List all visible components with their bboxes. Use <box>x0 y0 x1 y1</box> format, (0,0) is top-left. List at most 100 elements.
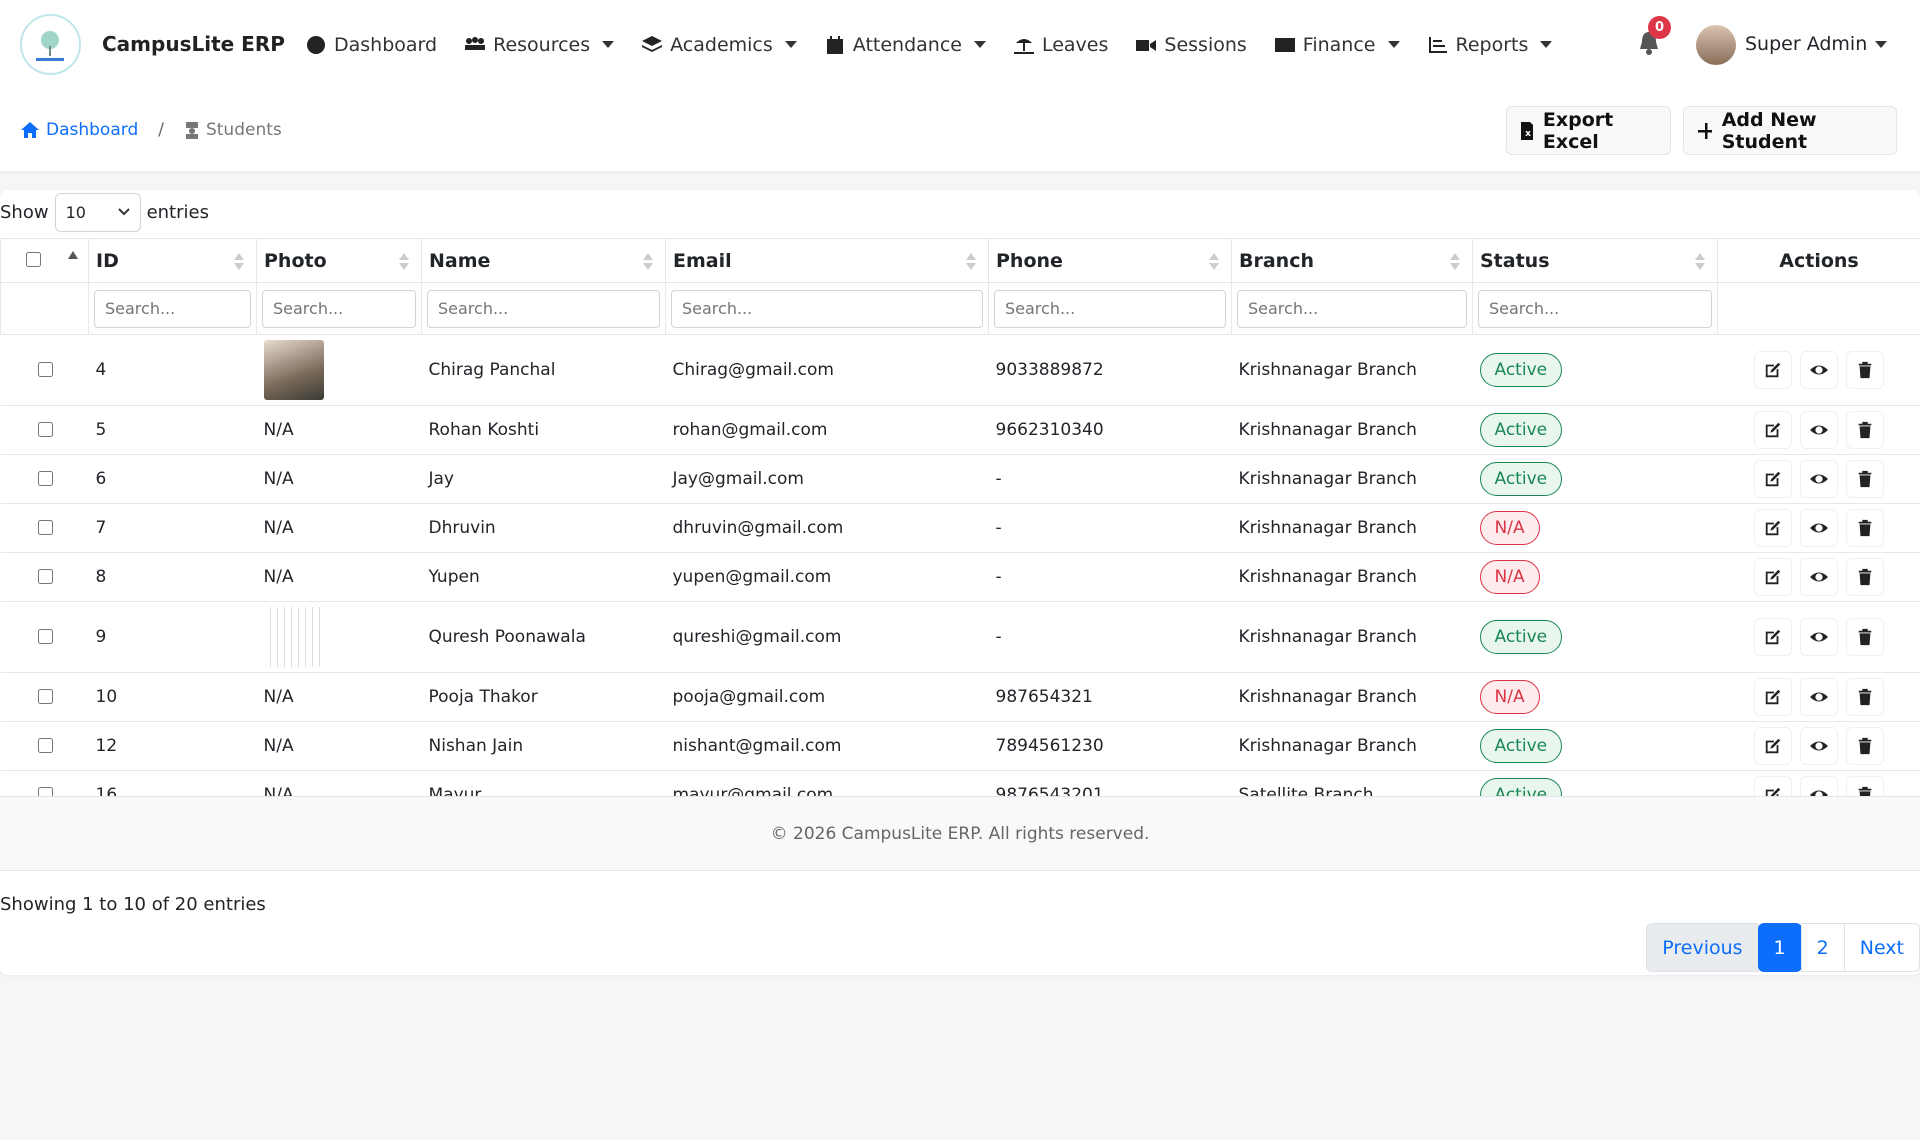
header-cell[interactable]: Name <box>421 238 666 283</box>
row-checkbox[interactable] <box>37 568 53 584</box>
cell <box>0 601 89 673</box>
page-button[interactable]: 1 <box>1757 923 1802 972</box>
select-all-checkbox[interactable] <box>26 252 41 267</box>
user-menu[interactable]: Super Admin <box>1745 33 1888 55</box>
edit-button[interactable] <box>1754 558 1792 596</box>
cell: N/A <box>256 405 422 455</box>
branch-text: Krishnanagar Branch <box>1238 567 1417 587</box>
nav-item[interactable]: Attendance <box>825 34 986 56</box>
row-checkbox[interactable] <box>37 737 53 753</box>
header-cell[interactable]: ID <box>88 238 257 283</box>
row-checkbox[interactable] <box>37 470 53 486</box>
delete-button[interactable] <box>1846 727 1884 765</box>
edit-button[interactable] <box>1754 776 1792 796</box>
view-button[interactable] <box>1800 351 1838 389</box>
delete-button[interactable] <box>1846 509 1884 547</box>
cell: yupen@gmail.com <box>665 552 989 602</box>
nav-item[interactable]: Resources <box>465 34 615 56</box>
edit-button[interactable] <box>1754 727 1792 765</box>
id-text: 7 <box>95 518 107 538</box>
notification-badge: 0 <box>1648 16 1671 39</box>
nav-item[interactable]: Academics <box>642 34 797 56</box>
edit-button[interactable] <box>1754 351 1792 389</box>
delete-button[interactable] <box>1846 678 1884 716</box>
view-button[interactable] <box>1800 776 1838 796</box>
view-button[interactable] <box>1800 558 1838 596</box>
sort-icon <box>234 263 244 270</box>
view-button[interactable] <box>1800 727 1838 765</box>
table-info: Showing 1 to 10 of 20 entries <box>0 894 266 915</box>
column-search[interactable] <box>1237 289 1467 328</box>
view-button[interactable] <box>1800 460 1838 498</box>
actions <box>1725 776 1914 796</box>
nav-item[interactable]: Leaves <box>1013 34 1108 56</box>
cell <box>256 601 422 673</box>
column-search[interactable] <box>1478 289 1712 328</box>
action-icon <box>1858 470 1872 488</box>
branch-text: Krishnanagar Branch <box>1238 627 1417 647</box>
status-badge: N/A <box>1479 680 1540 714</box>
search-cell <box>1231 282 1473 335</box>
view-button[interactable] <box>1800 618 1838 656</box>
edit-button[interactable] <box>1754 460 1792 498</box>
row-checkbox[interactable] <box>37 519 53 535</box>
nav-item[interactable]: Finance <box>1274 34 1400 56</box>
previous-button[interactable]: Previous <box>1646 923 1759 972</box>
sort-icon <box>643 263 653 270</box>
view-button[interactable] <box>1800 509 1838 547</box>
header-cell[interactable]: Status <box>1472 238 1718 283</box>
delete-button[interactable] <box>1846 460 1884 498</box>
edit-button[interactable] <box>1754 678 1792 716</box>
delete-button[interactable] <box>1846 351 1884 389</box>
edit-button[interactable] <box>1754 509 1792 547</box>
phone-text: 9876543201 <box>995 785 1104 796</box>
header-cell[interactable]: Email <box>665 238 989 283</box>
delete-button[interactable] <box>1846 776 1884 796</box>
view-button[interactable] <box>1800 411 1838 449</box>
cell: dhruvin@gmail.com <box>665 503 989 553</box>
header-cell[interactable]: Photo <box>256 238 422 283</box>
page-button[interactable]: 2 <box>1800 923 1845 972</box>
cell: 7894561230 <box>988 721 1232 771</box>
row-checkbox[interactable] <box>37 361 53 377</box>
nav-item[interactable]: Reports <box>1428 34 1553 56</box>
student-row: 16 N/A Mayur mayur@gmail.com 9876543201 Satel… <box>0 770 1920 796</box>
avatar[interactable] <box>1696 25 1736 65</box>
logo[interactable] <box>20 14 81 75</box>
edit-button[interactable] <box>1754 411 1792 449</box>
breadcrumb-link[interactable]: Dashboard <box>46 120 139 140</box>
nav-item[interactable]: Sessions <box>1136 34 1247 56</box>
row-checkbox[interactable] <box>37 628 53 644</box>
actions <box>1725 727 1914 765</box>
action-icon <box>1810 425 1828 435</box>
column-search[interactable] <box>671 289 983 328</box>
row-checkbox[interactable] <box>37 786 53 796</box>
id-text: 8 <box>95 567 107 587</box>
delete-button[interactable] <box>1846 618 1884 656</box>
brand[interactable]: CampusLite ERP <box>102 32 285 56</box>
row-checkbox[interactable] <box>37 421 53 437</box>
action-icon <box>1810 632 1828 642</box>
delete-button[interactable] <box>1846 558 1884 596</box>
view-button[interactable] <box>1800 678 1838 716</box>
length-select[interactable]: 10 <box>54 192 141 232</box>
delete-button[interactable] <box>1846 411 1884 449</box>
table-scroll: ID Photo Name Email Phone Branch Status Actions… <box>0 238 1920 796</box>
next-button[interactable]: Next <box>1843 923 1920 972</box>
cell: - <box>988 601 1232 673</box>
column-search[interactable] <box>94 289 251 328</box>
nav-item[interactable]: Dashboard <box>306 34 437 56</box>
user-name: Super Admin <box>1745 33 1868 55</box>
nav-icon <box>465 36 486 50</box>
add-button[interactable]: Add New Student <box>1683 106 1897 155</box>
row-checkbox[interactable] <box>37 688 53 704</box>
column-search[interactable] <box>427 289 660 328</box>
header-cell[interactable]: Phone <box>988 238 1232 283</box>
cell: 6 <box>88 454 257 504</box>
edit-button[interactable] <box>1754 618 1792 656</box>
header-cell[interactable]: Actions <box>1717 238 1920 283</box>
column-search[interactable] <box>994 289 1226 328</box>
column-search[interactable] <box>262 289 416 328</box>
header-cell[interactable]: Branch <box>1231 238 1473 283</box>
export-button[interactable]: x Export Excel <box>1506 106 1671 155</box>
